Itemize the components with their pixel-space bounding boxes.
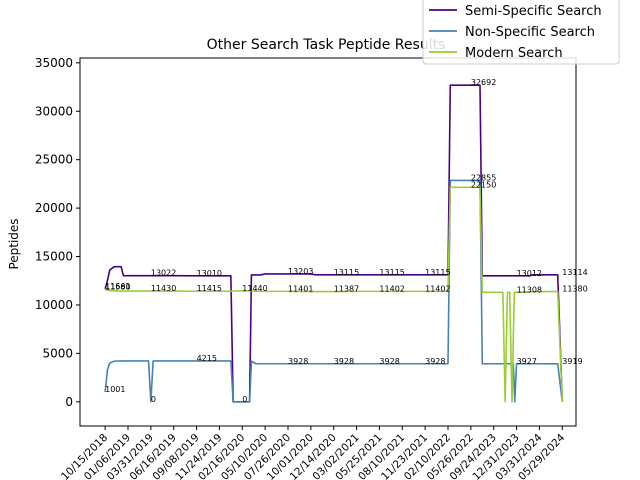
legend-entry: Non-Specific Search <box>465 25 595 40</box>
y-tick-label: 10000 <box>35 298 73 312</box>
data-label: 13115 <box>425 268 450 277</box>
y-axis-label: Peptides <box>7 218 21 269</box>
data-label: 0 <box>151 395 156 404</box>
y-tick-label: 25000 <box>35 153 73 167</box>
data-label: 13114 <box>562 268 587 277</box>
data-label: 11661 <box>105 282 130 291</box>
data-label: 3928 <box>288 357 308 366</box>
series-lines <box>104 84 564 403</box>
data-label: 3928 <box>379 357 399 366</box>
series-line-2 <box>105 186 564 403</box>
y-tick-label: 15000 <box>35 250 73 264</box>
legend-entry: Semi-Specific Search <box>465 4 602 19</box>
data-label: 11580 <box>105 283 130 292</box>
data-label: 11415 <box>197 284 222 293</box>
y-tick-label: 35000 <box>35 56 73 70</box>
data-label: 11402 <box>425 284 450 293</box>
y-axis: 0 5000 10000 15000 20000 25000 30000 35000 <box>35 56 80 409</box>
legend: Semi-Specific Search Non-Specific Search M… <box>422 0 620 65</box>
data-label: 32692 <box>471 78 496 87</box>
legend-box <box>422 0 620 65</box>
data-label: 11387 <box>334 285 359 294</box>
data-label: 11308 <box>517 285 542 294</box>
y-tick-label: 20000 <box>35 201 73 215</box>
data-label: 0 <box>242 395 247 404</box>
data-label: 3928 <box>425 357 445 366</box>
y-tick-label: 5000 <box>42 346 73 360</box>
data-label: 3928 <box>334 357 354 366</box>
data-label: 4215 <box>197 354 217 363</box>
chart-title: Other Search Task Peptide Results <box>207 37 446 53</box>
series-line-0 <box>104 84 564 403</box>
plot-frame <box>79 57 577 427</box>
data-label: 13010 <box>197 269 222 278</box>
data-label: 13022 <box>151 269 176 278</box>
data-label: 11430 <box>151 284 176 293</box>
data-label: 22855 <box>471 173 496 182</box>
data-label: 13115 <box>334 268 359 277</box>
x-axis: 10/15/201801/06/201903/31/201906/16/2019… <box>59 426 568 480</box>
data-label: 1001 <box>105 385 125 394</box>
data-labels: 11661 13022 13010 13203 13115 13115 13115 32692… <box>105 78 588 404</box>
y-tick-label: 30000 <box>35 104 73 118</box>
data-label: 3927 <box>517 357 537 366</box>
y-tick-label: 0 <box>65 395 73 409</box>
data-label: 13115 <box>379 268 404 277</box>
data-label: 13012 <box>517 269 542 278</box>
data-label: 3919 <box>562 357 582 366</box>
legend-entry: Modern Search <box>465 46 563 61</box>
data-label: 11380 <box>562 285 587 294</box>
series-line-1 <box>104 179 564 403</box>
data-label: 22150 <box>471 180 496 189</box>
data-label: 11440 <box>242 284 267 293</box>
data-label: 11401 <box>288 284 313 293</box>
data-label: 11402 <box>379 284 404 293</box>
data-label: 13203 <box>288 267 313 276</box>
